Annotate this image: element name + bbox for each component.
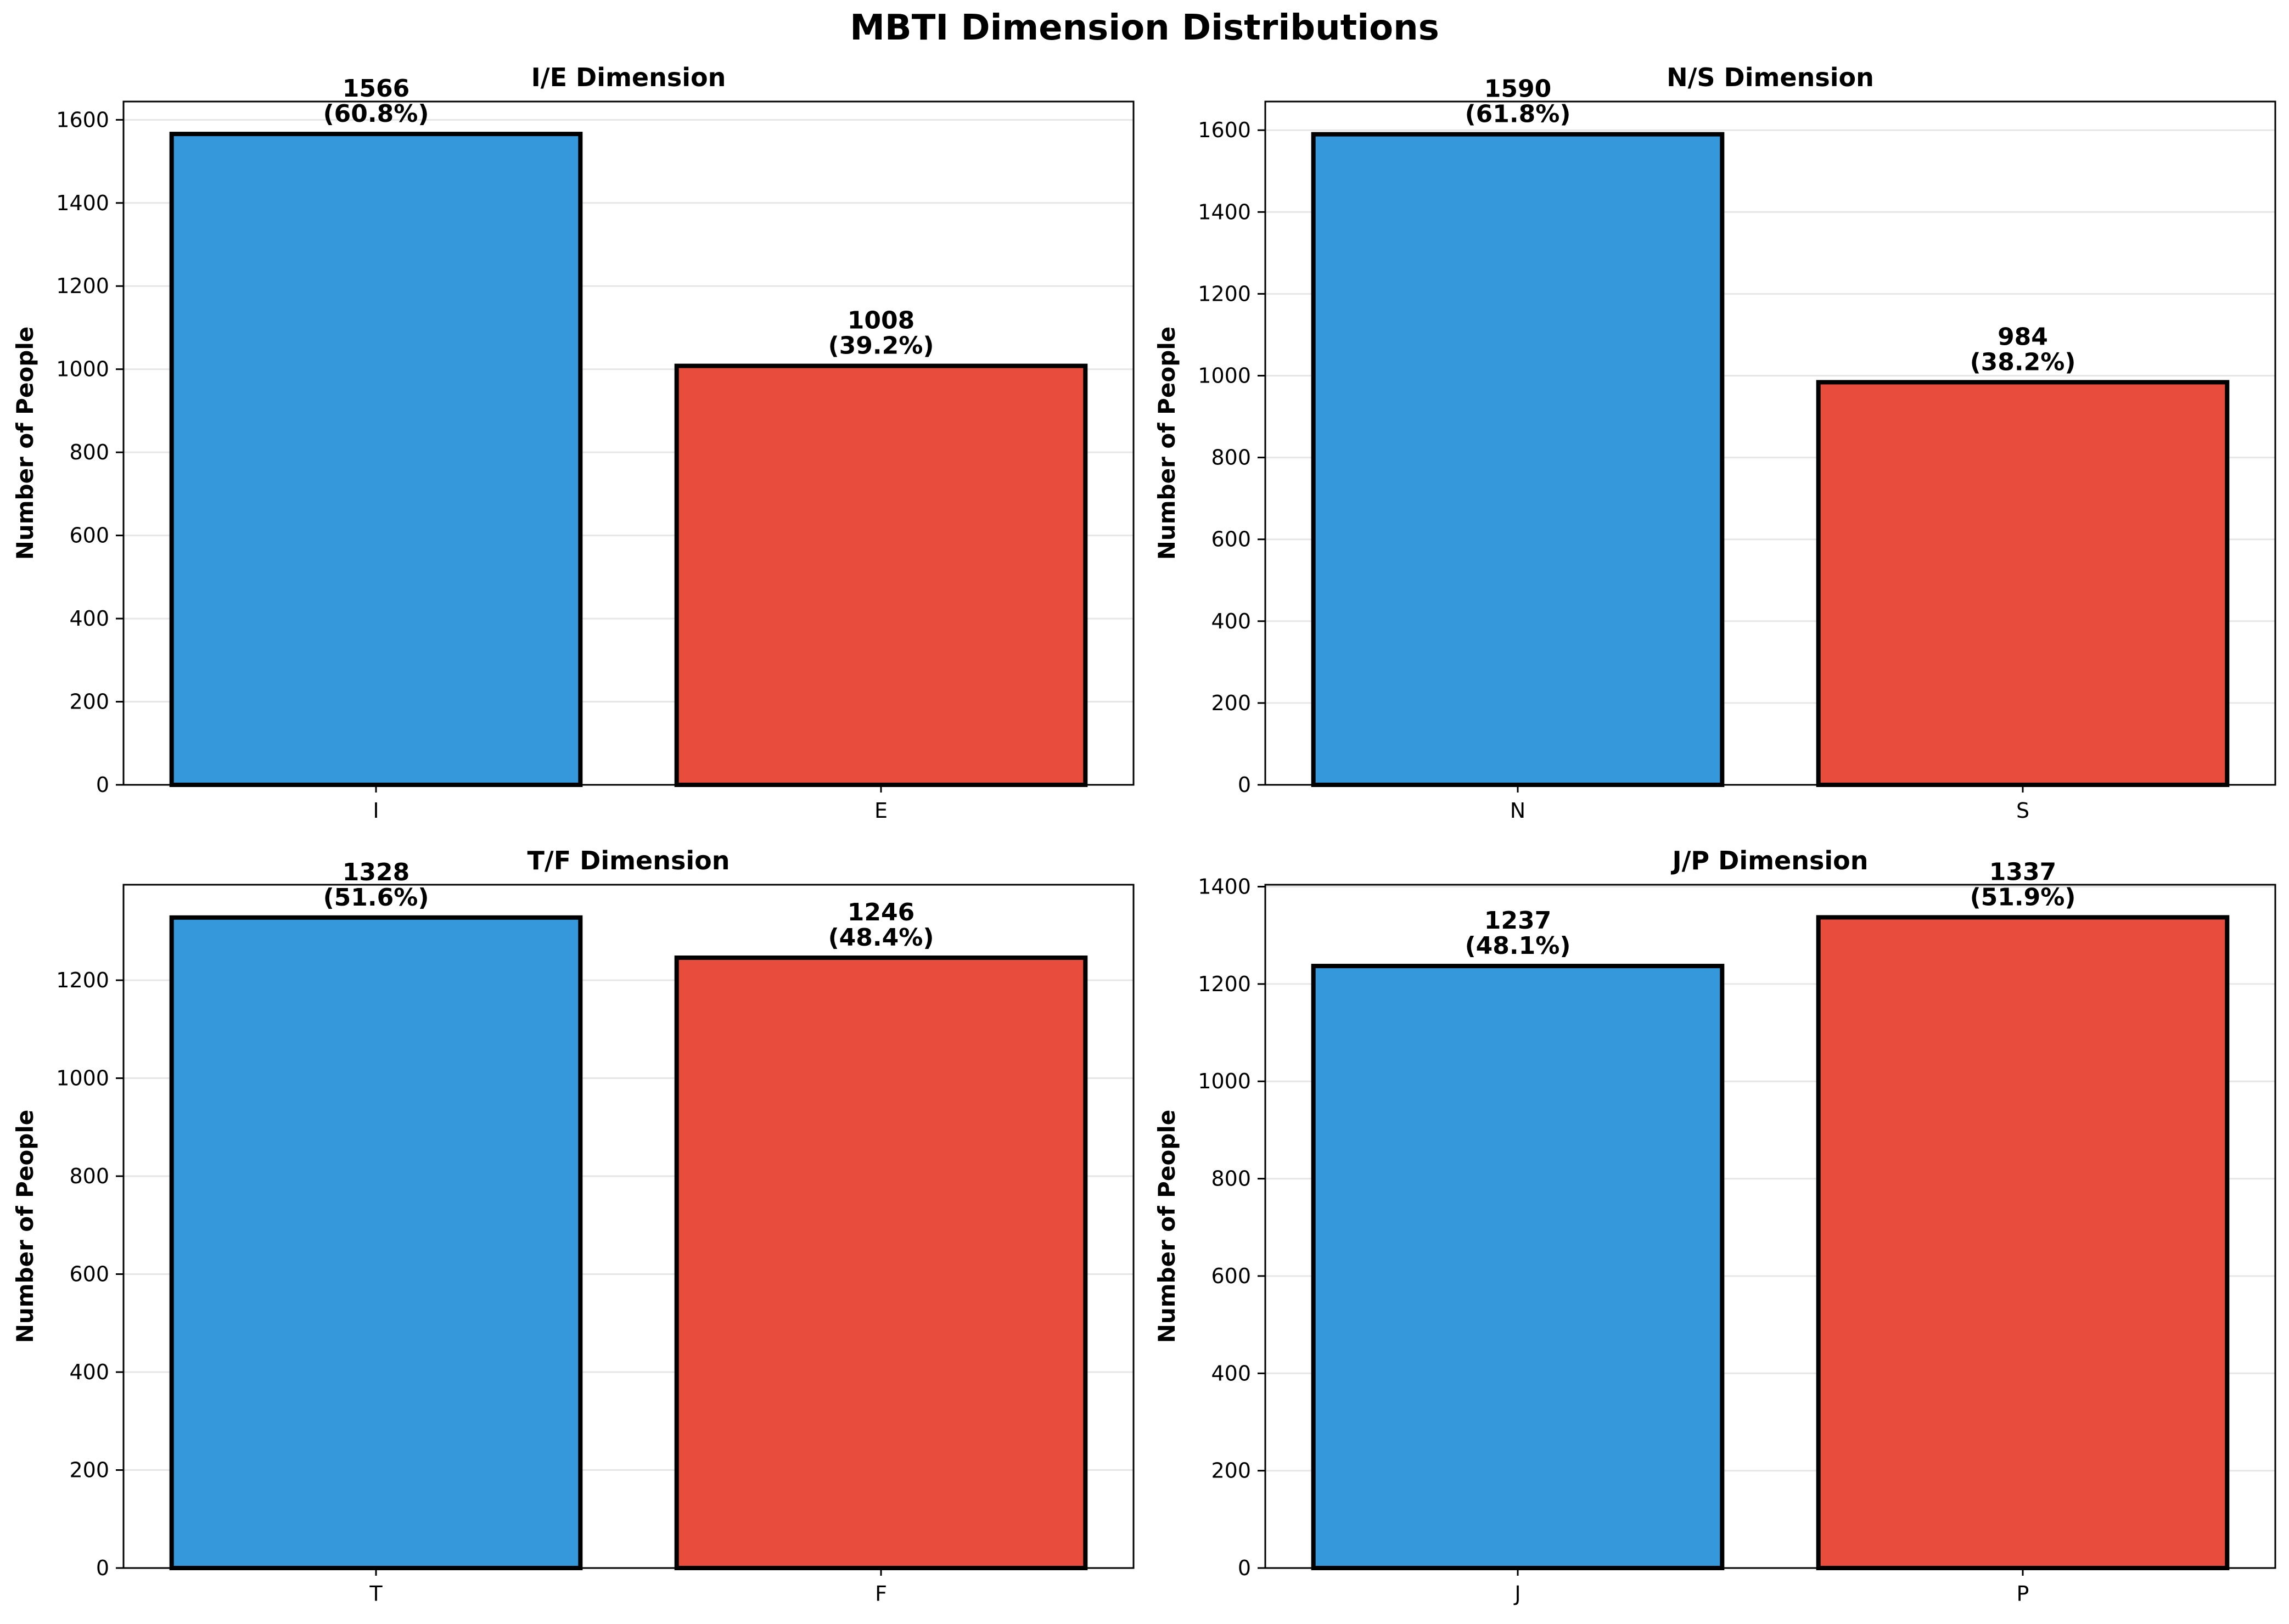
y-tick-label: 200 <box>69 690 109 714</box>
x-tick-label: N <box>1510 799 1525 823</box>
y-tick-label: 400 <box>1211 609 1251 633</box>
y-tick-label: 800 <box>69 440 109 464</box>
y-tick-label: 200 <box>1211 691 1251 715</box>
y-axis-label: Number of People <box>1153 327 1180 560</box>
bar-data-label: 1008 (39.2%) <box>828 307 934 360</box>
bar-data-label: 1590 (61.8%) <box>1465 75 1571 128</box>
y-axis-label: Number of People <box>12 1110 38 1344</box>
chart-panel: 1237 (48.1%) J 1337 (51.9%) P 0 200 400 600 800 100… <box>1153 846 2276 1606</box>
x-tick-label: T <box>369 1582 383 1606</box>
x-tick-label: E <box>874 799 888 823</box>
chart-panel: 1590 (61.8%) N 984 (38.2%) S 0 200 400 600 800 1000… <box>1153 63 2276 823</box>
bar <box>1816 380 2230 787</box>
y-tick-label: 0 <box>1238 773 1251 797</box>
x-tick-label: J <box>1513 1582 1521 1606</box>
y-tick-label: 600 <box>69 524 109 548</box>
y-tick-label: 800 <box>1211 1167 1251 1191</box>
panel-title: I/E Dimension <box>531 63 726 92</box>
bar <box>1311 132 1725 787</box>
y-tick-label: 600 <box>1211 1264 1251 1288</box>
y-tick-label: 800 <box>69 1164 109 1188</box>
y-tick-label: 1200 <box>56 274 109 298</box>
axes-frame <box>1264 884 2276 1569</box>
bar-data-label: 1328 (51.6%) <box>323 858 429 912</box>
bar-data-label: 1566 (60.8%) <box>323 75 429 128</box>
bar-data-label: 1246 (48.4%) <box>828 898 934 952</box>
y-tick-label: 1400 <box>56 191 109 215</box>
y-tick-label: 1000 <box>1198 1069 1251 1093</box>
y-tick-label: 1200 <box>1198 282 1251 306</box>
y-axis-label: Number of People <box>12 327 38 560</box>
y-tick-label: 0 <box>1238 1556 1251 1580</box>
y-tick-label: 400 <box>69 1360 109 1384</box>
bar-data-label: 1237 (48.1%) <box>1465 907 1571 960</box>
y-tick-label: 1000 <box>1198 363 1251 387</box>
figure-title: MBTI Dimension Distributions <box>850 8 1439 48</box>
y-tick-label: 200 <box>69 1458 109 1482</box>
panel-title: T/F Dimension <box>528 846 730 875</box>
bar-data-label: 984 (38.2%) <box>1970 323 2076 376</box>
y-tick-label: 1400 <box>1198 200 1251 224</box>
x-tick-label: P <box>2017 1582 2029 1606</box>
y-tick-label: 1000 <box>56 357 109 381</box>
y-tick-label: 200 <box>1211 1459 1251 1483</box>
y-tick-label: 0 <box>96 773 109 797</box>
y-tick-label: 800 <box>1211 446 1251 470</box>
bar <box>169 915 583 1570</box>
y-tick-label: 1200 <box>1198 972 1251 996</box>
y-tick-label: 1000 <box>56 1066 109 1091</box>
bar <box>1816 915 2230 1570</box>
y-tick-label: 600 <box>69 1262 109 1286</box>
bar <box>674 363 1088 787</box>
bar <box>1311 964 1725 1570</box>
y-tick-label: 1600 <box>56 108 109 132</box>
y-tick-label: 1200 <box>56 968 109 992</box>
bar <box>674 955 1088 1570</box>
y-tick-label: 1600 <box>1198 118 1251 142</box>
chart-panel: 1566 (60.8%) I 1008 (39.2%) E 0 200 400 600 800 100… <box>12 63 1135 823</box>
bar-data-label: 1337 (51.9%) <box>1970 858 2076 911</box>
x-tick-label: I <box>373 799 379 823</box>
y-tick-label: 1400 <box>1198 875 1251 899</box>
axes-frame <box>1264 100 2276 786</box>
axes-frame <box>122 100 1135 786</box>
y-tick-label: 0 <box>96 1556 109 1580</box>
y-tick-label: 400 <box>69 606 109 631</box>
panel-title: N/S Dimension <box>1667 63 1874 92</box>
y-tick-label: 400 <box>1211 1361 1251 1385</box>
y-tick-label: 600 <box>1211 527 1251 552</box>
chart-panel: 1328 (51.6%) T 1246 (48.4%) F 0 200 400 600 800 100… <box>12 846 1135 1606</box>
axes-frame <box>122 884 1135 1569</box>
x-tick-label: S <box>2016 799 2029 823</box>
y-axis-label: Number of People <box>1153 1110 1180 1344</box>
panel-title: J/P Dimension <box>1671 846 1869 875</box>
x-tick-label: F <box>875 1582 887 1606</box>
bar <box>169 132 583 787</box>
